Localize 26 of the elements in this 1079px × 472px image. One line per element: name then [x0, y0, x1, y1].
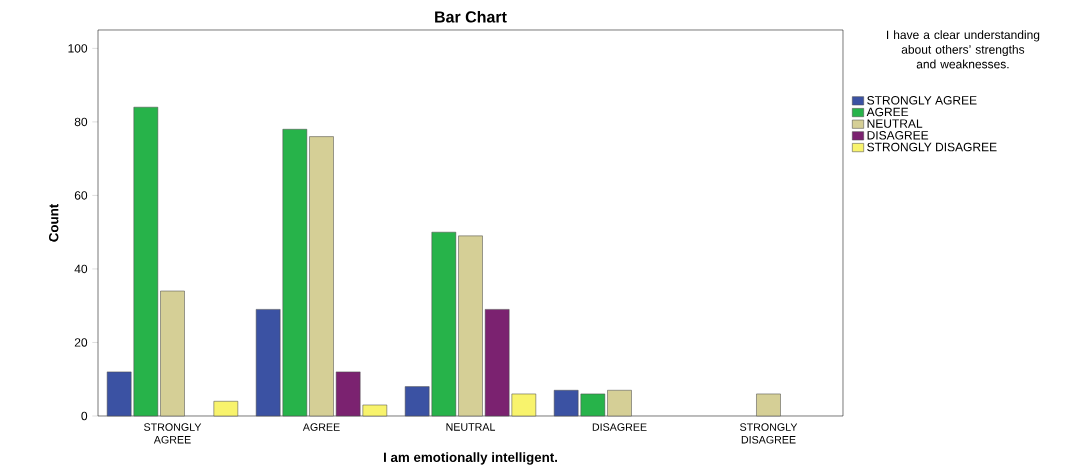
legend-label: NEUTRAL — [867, 119, 923, 128]
x-tick-label: STRONGLY AGREE — [144, 423, 202, 444]
y-tick-label: 100 — [68, 44, 88, 53]
y-tick-label: 40 — [74, 264, 88, 274]
x-axis-title: I am emotionally intelligent. — [383, 452, 558, 465]
chart-title: Bar Chart — [435, 10, 507, 23]
y-tick-label: 0 — [81, 411, 88, 421]
bar — [458, 235, 483, 417]
legend-label: STRONGLY DISAGREE — [867, 142, 997, 152]
y-axis-title: Count — [48, 203, 59, 242]
x-tick-label: NEUTRAL — [446, 423, 496, 431]
y-tick-label: 80 — [74, 117, 88, 127]
x-tick-label: STRONGLY DISAGREE — [740, 423, 798, 444]
y-tick-label: 60 — [74, 191, 88, 200]
bar — [160, 290, 185, 417]
bar — [607, 390, 632, 417]
legend-label: DISAGREE — [867, 131, 929, 140]
bar — [213, 401, 239, 417]
legend-label: STRONGLY AGREE — [867, 96, 977, 105]
x-tick-label: AGREE — [302, 423, 340, 431]
legend-title: I have a clear understanding about others’ strengths and weaknesses. — [887, 30, 1040, 69]
legend-label: AGREE — [866, 107, 909, 117]
y-tick-label: 20 — [74, 338, 88, 347]
bar — [756, 393, 781, 417]
bar — [309, 136, 334, 417]
x-tick-label: DISAGREE — [592, 423, 647, 431]
